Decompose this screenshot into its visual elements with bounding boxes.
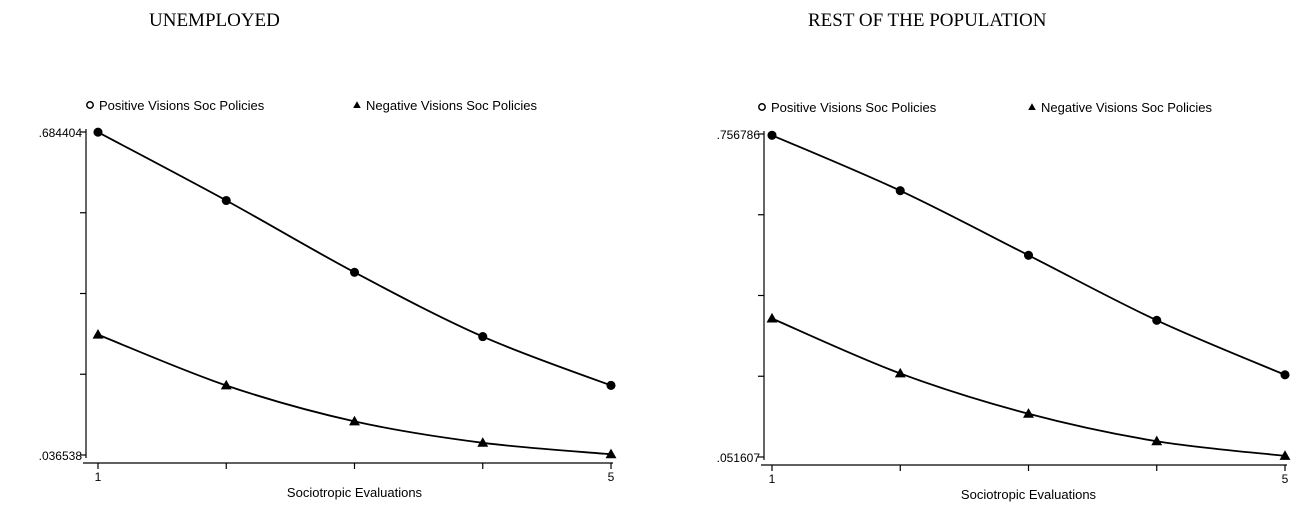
rest-x-tick-label-first: 1: [769, 472, 776, 486]
unemployed-x-tick-label-first: 1: [95, 470, 102, 484]
rest-y-tick-label-min: .051607: [717, 451, 761, 465]
unemployed-y-tick-label-max: .684404: [39, 126, 83, 140]
rest-x-tick-label-last: 5: [1282, 472, 1289, 486]
rest-x-axis-label: Sociotropic Evaluations: [961, 487, 1097, 502]
rest-point-negative: [766, 312, 778, 323]
unemployed-series-line-positive: [97, 131, 612, 387]
unemployed-point-negative: [477, 437, 489, 447]
chart-title-unemployed: UNEMPLOYED: [149, 10, 280, 31]
unemployed-series-line-negative: [97, 333, 612, 456]
unemployed-point-positive: [606, 380, 616, 391]
unemployed-legend-marker-positive: [86, 101, 94, 109]
rest-point-negative: [1151, 435, 1163, 446]
rest-point-negative: [894, 367, 906, 378]
rest-series-line-negative: [771, 317, 1286, 457]
unemployed-point-negative: [220, 379, 232, 390]
rest-legend-marker-positive: [758, 103, 766, 111]
chart-title-rest-of-population: REST OF THE POPULATION: [808, 10, 1047, 31]
unemployed-point-positive: [93, 127, 103, 137]
rest-point-positive: [895, 186, 905, 196]
rest-legend-label-positive: Positive Visions Soc Policies: [771, 100, 937, 115]
rest-point-negative: [1023, 408, 1034, 418]
rest-point-positive: [1280, 370, 1290, 380]
unemployed-point-negative: [92, 329, 104, 339]
unemployed-y-tick-label-min: .036538: [39, 449, 83, 463]
unemployed-x-axis-label: Sociotropic Evaluations: [287, 485, 423, 500]
rest-point-positive: [1023, 250, 1034, 260]
unemployed-legend-label-negative: Negative Visions Soc Policies: [366, 98, 538, 113]
rest-point-positive: [767, 130, 777, 140]
unemployed-legend-label-positive: Positive Visions Soc Policies: [99, 98, 265, 113]
rest-legend-marker-negative: [1028, 103, 1036, 111]
rest-point-positive: [1152, 315, 1162, 325]
unemployed-point-positive: [478, 332, 488, 342]
rest-y-tick-label-max: .756786: [717, 128, 761, 142]
unemployed-point-positive: [349, 267, 360, 277]
unemployed-point-positive: [221, 195, 231, 206]
rest-legend-label-negative: Negative Visions Soc Policies: [1041, 100, 1213, 115]
unemployed-point-negative: [349, 415, 360, 426]
unemployed-x-tick-label-last: 5: [608, 470, 615, 484]
unemployed-legend-marker-negative: [353, 101, 361, 109]
rest-point-negative: [1279, 450, 1291, 460]
unemployed-point-negative: [605, 448, 617, 459]
